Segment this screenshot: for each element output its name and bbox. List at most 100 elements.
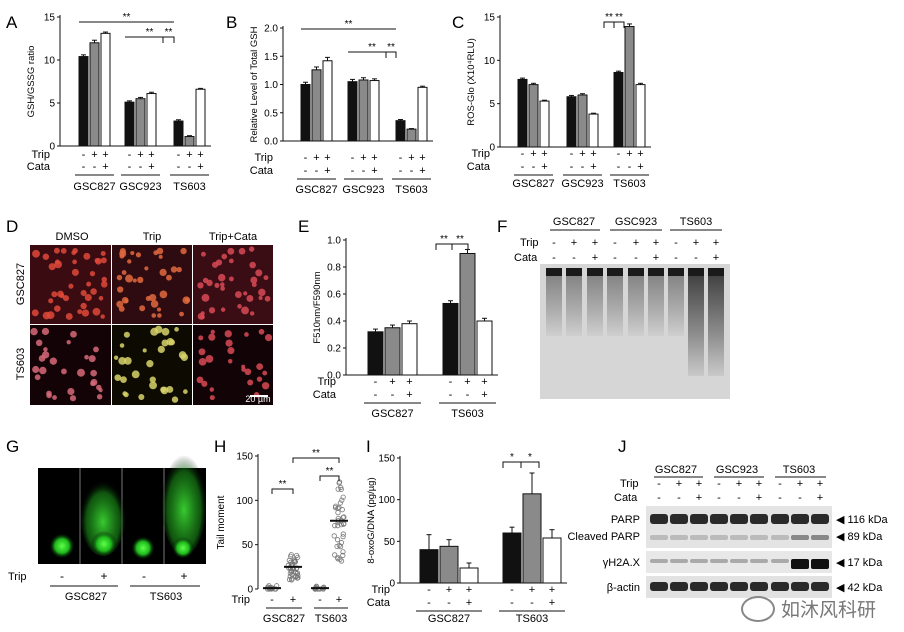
j-band-h2ax xyxy=(811,559,829,569)
y-axis-label: 8-oxoG/DNA (pg/µg) xyxy=(366,477,377,563)
cell xyxy=(118,357,127,365)
d-tile-gsc827-trip xyxy=(112,245,192,324)
g-mark-4: + xyxy=(180,569,187,583)
cell xyxy=(41,327,50,336)
wechat-icon xyxy=(740,595,775,622)
panel-j-western: GSC827 GSC923 TS603 Trip Cata - + + - + + - + +-… xyxy=(567,464,889,598)
cell xyxy=(210,329,215,335)
bar xyxy=(476,320,493,376)
bar xyxy=(528,84,539,148)
data-point xyxy=(334,537,341,543)
cell xyxy=(130,250,135,256)
j-blot-label-cleaved: Cleaved PARP xyxy=(567,531,640,543)
cell xyxy=(35,339,43,347)
group-label: GSC827 xyxy=(428,613,470,625)
sig-label: ** xyxy=(615,12,623,23)
f-mark: + xyxy=(653,252,659,264)
condition-mark: + xyxy=(406,389,412,401)
cell xyxy=(256,363,264,371)
cell xyxy=(48,263,56,271)
y-tick-label: 100 xyxy=(236,496,253,507)
condition-mark: - xyxy=(304,152,308,164)
cell xyxy=(100,257,107,264)
cell xyxy=(150,300,159,308)
sig-label: ** xyxy=(123,12,131,23)
cell xyxy=(66,340,71,345)
cell xyxy=(176,266,182,273)
cell xyxy=(84,293,92,302)
j-marks: - + + - + + - + + - - + - - + - - + xyxy=(657,478,823,504)
sig-bracket xyxy=(271,488,294,494)
panel-label-f: F xyxy=(497,217,507,236)
cell xyxy=(42,253,50,260)
condition-mark: - xyxy=(128,149,132,161)
j-blot-label-h2ax: γH2A.X xyxy=(603,557,641,569)
f-well-band xyxy=(668,268,684,276)
j-mark: + xyxy=(696,492,702,504)
j-mark: - xyxy=(657,478,661,490)
group-label: GSC923 xyxy=(561,178,603,190)
cell xyxy=(161,327,170,336)
cell xyxy=(117,286,124,293)
panel-label-d: D xyxy=(6,217,18,236)
chart-b: 0.0 0.5 1.0 1.5 2.0 Relative Level of Total G… xyxy=(249,19,433,196)
bar xyxy=(442,302,459,376)
f-mark: - xyxy=(572,252,576,264)
cell xyxy=(88,355,96,363)
bar xyxy=(367,331,384,376)
f-mark: - xyxy=(674,252,678,264)
group-label: GSC827 xyxy=(512,178,554,190)
y-tick-label: 2.0 xyxy=(264,24,278,35)
cell xyxy=(125,274,134,283)
data-point xyxy=(332,552,338,558)
f-mark: - xyxy=(613,237,617,249)
f-smear xyxy=(587,276,603,336)
d-col-dmso: DMSO xyxy=(56,231,89,243)
cell xyxy=(237,304,242,309)
panel-label-j: J xyxy=(618,437,627,456)
j-mark: - xyxy=(677,492,681,504)
cell xyxy=(215,259,223,266)
d-scale-bar-label: 20 µm xyxy=(245,394,270,404)
condition-mark: + xyxy=(590,148,596,160)
data-point xyxy=(338,484,344,491)
cell xyxy=(96,394,103,400)
j-mark: - xyxy=(717,492,721,504)
j-band-actin xyxy=(730,582,748,591)
panel-label-b: B xyxy=(226,13,237,32)
cell xyxy=(228,258,234,264)
group-label: TS603 xyxy=(516,613,548,625)
cell xyxy=(221,253,228,260)
data-point xyxy=(338,540,344,546)
sig-bracket xyxy=(520,461,540,468)
watermark: 如沐风科研 xyxy=(740,595,876,622)
cell xyxy=(220,282,225,287)
sig-label: ** xyxy=(345,19,353,30)
cell xyxy=(156,307,162,312)
condition-mark: - xyxy=(449,389,453,401)
j-band-cleaved xyxy=(650,535,668,540)
j-size-actin-text: 42 kDa xyxy=(848,582,884,594)
j-blot-parp xyxy=(646,506,832,548)
condition-mark: + xyxy=(389,376,395,388)
cell xyxy=(32,365,40,373)
cell xyxy=(166,274,172,281)
y-tick-label: 50 xyxy=(242,540,254,551)
j-group-ts603: TS603 xyxy=(783,464,815,476)
bar xyxy=(635,84,646,148)
panel-f-gel: GSC827 GSC923 TS603 Trip Cata - + + - + + - + +-… xyxy=(514,216,730,399)
j-band-parp xyxy=(690,514,708,524)
cell xyxy=(120,376,127,384)
y-tick-label: 150 xyxy=(236,452,253,463)
j-mark: - xyxy=(778,492,782,504)
y-tick-label: 1.0 xyxy=(264,80,278,91)
condition-mark: + xyxy=(529,584,535,596)
cell xyxy=(32,249,40,258)
j-arrow-cleaved: ◀ xyxy=(836,531,848,543)
cell xyxy=(119,250,127,258)
data-point xyxy=(293,574,299,580)
sig-label: ** xyxy=(312,448,320,459)
watermark-text: 如沐风科研 xyxy=(780,599,876,621)
cell xyxy=(71,250,77,256)
cell xyxy=(171,396,179,403)
